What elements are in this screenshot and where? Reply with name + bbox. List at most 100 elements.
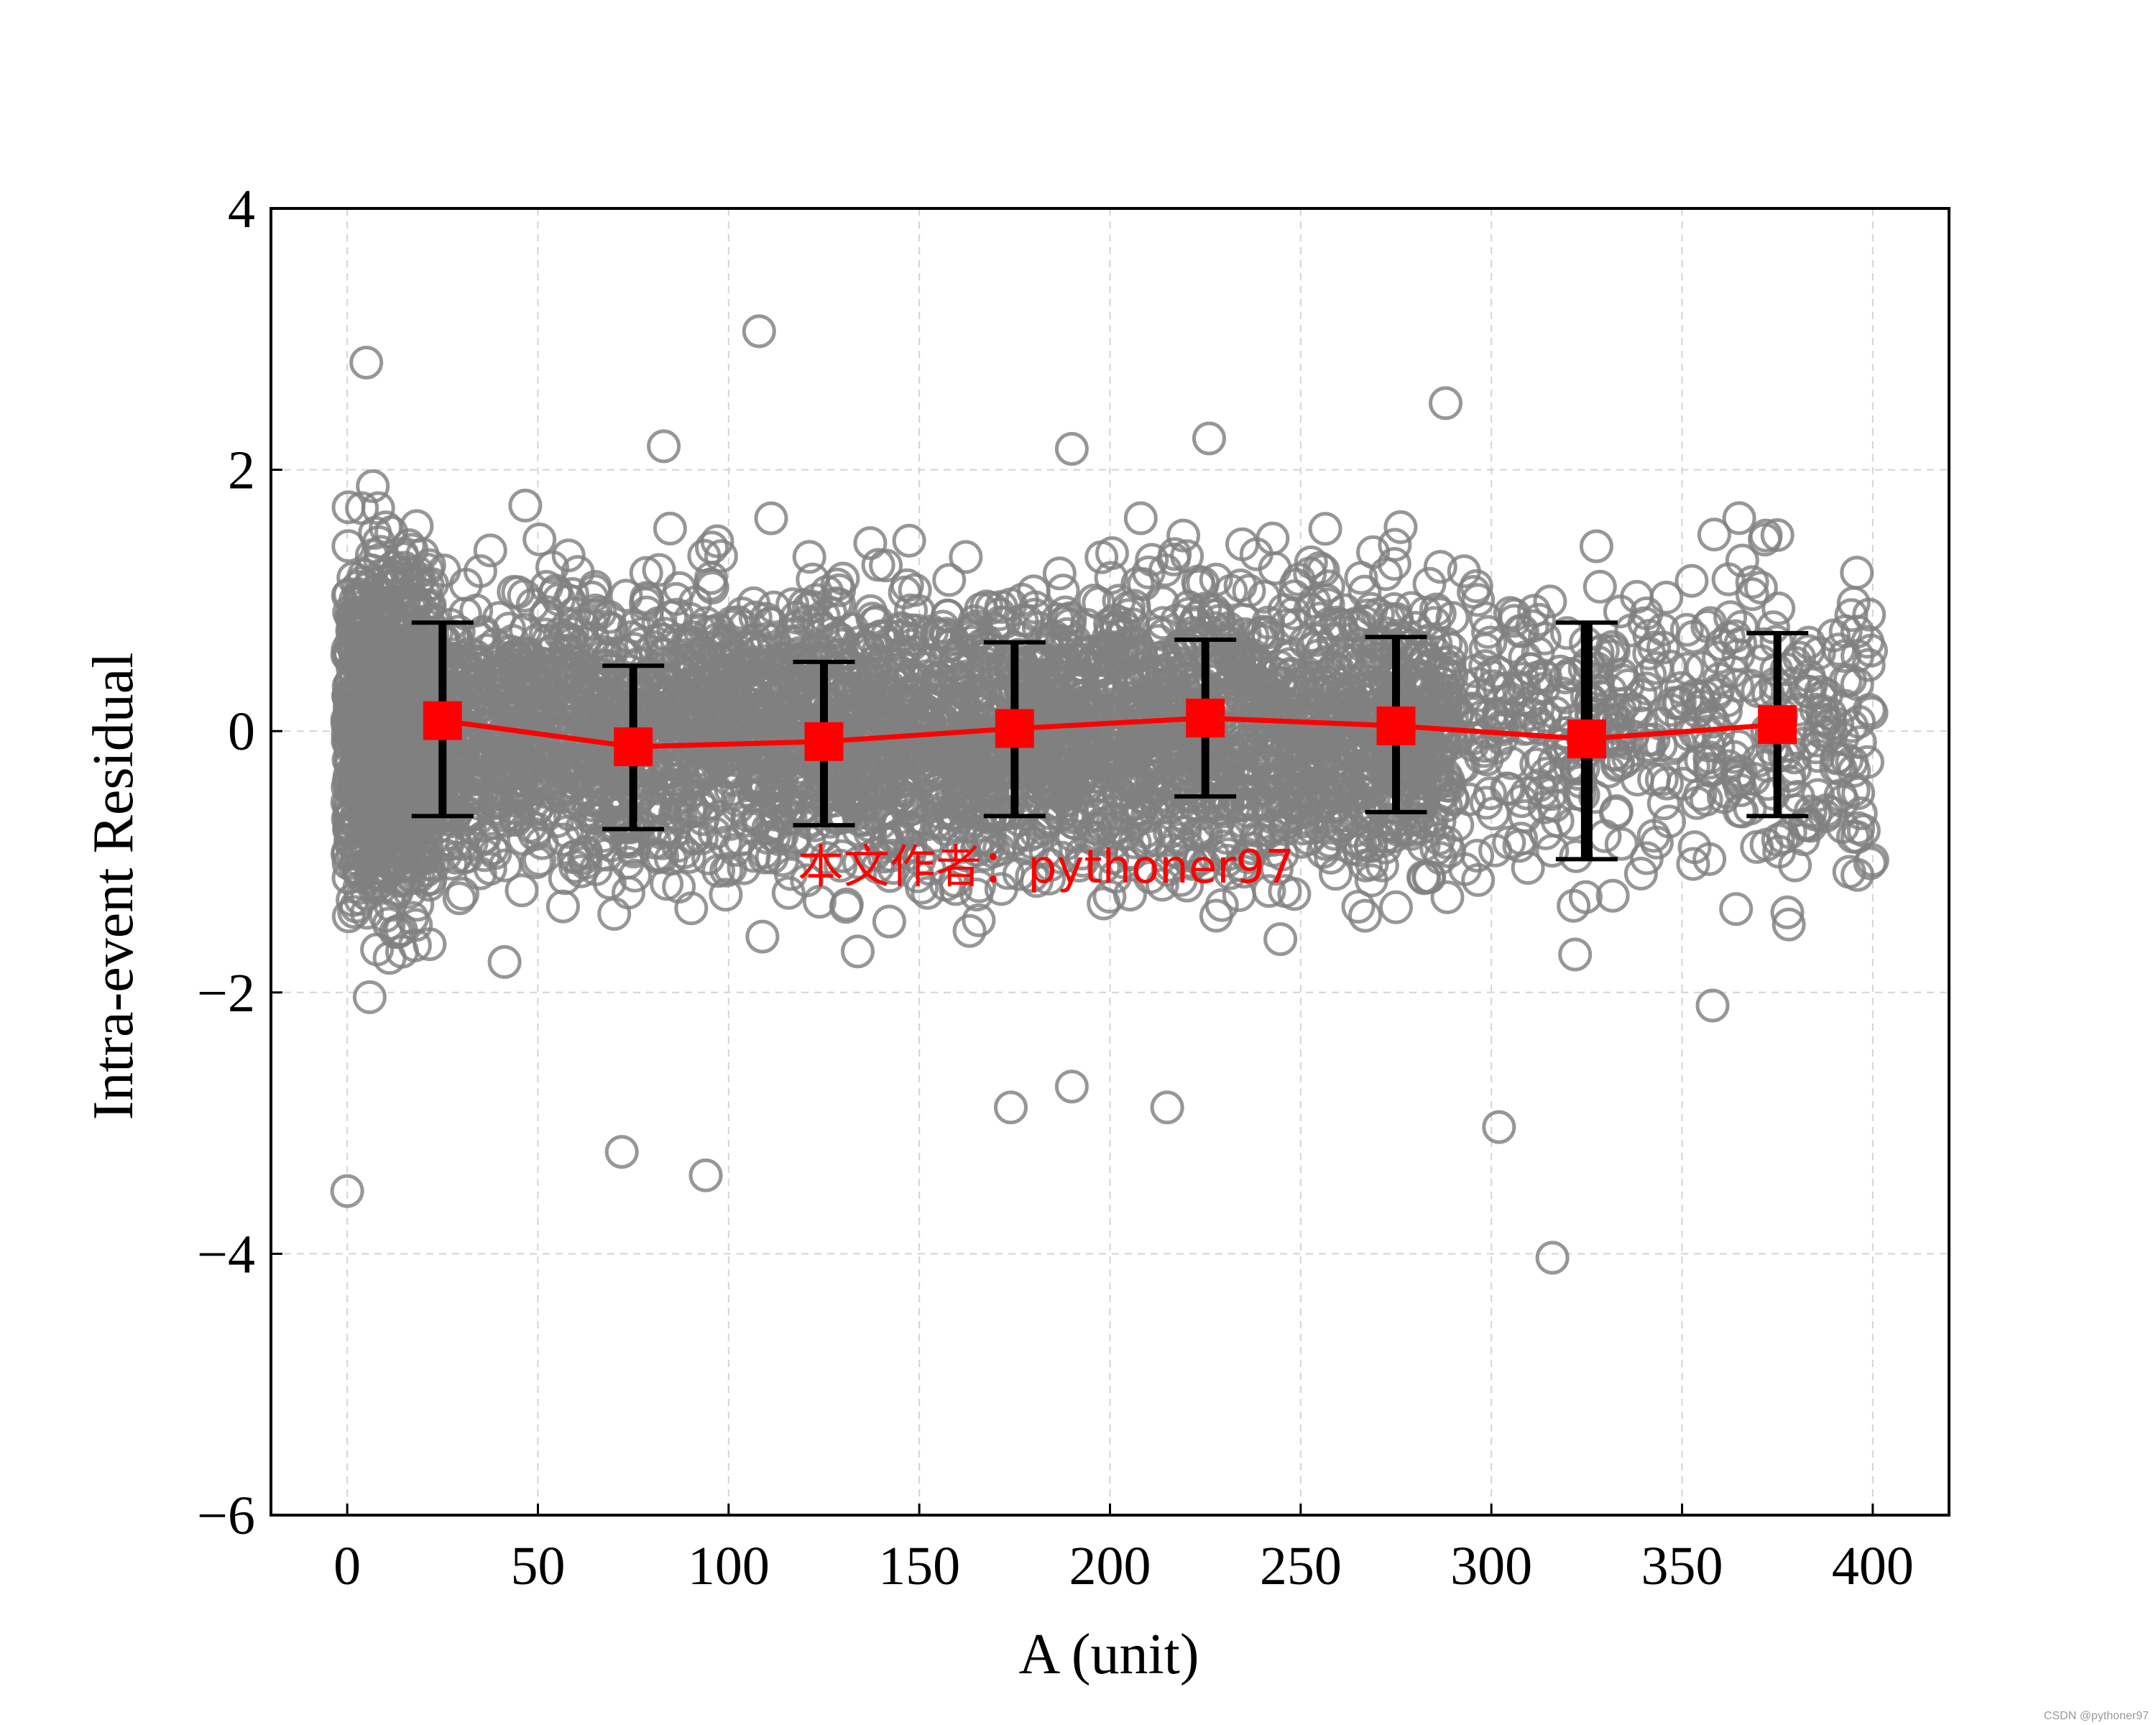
scatter-point (553, 765, 588, 800)
scatter-point (1423, 550, 1457, 584)
scatter-point (1135, 543, 1169, 577)
scatter-point (1133, 860, 1167, 894)
scatter-point (1388, 771, 1423, 806)
scatter-point (1473, 776, 1507, 811)
scatter-point (1319, 857, 1353, 891)
scatter-point (642, 553, 676, 587)
scatter-point (825, 839, 860, 873)
scatter-point (1227, 855, 1261, 889)
scatter-point (528, 617, 563, 652)
scatter-point (841, 934, 875, 969)
scatter-point (1793, 794, 1828, 829)
scatter-point (478, 836, 512, 870)
scatter-point (1644, 728, 1678, 763)
scatter-point (1834, 598, 1869, 632)
scatter-point (957, 745, 992, 779)
scatter-point (1127, 567, 1161, 602)
scatter-point (1448, 852, 1483, 886)
scatter-point (722, 693, 756, 727)
scatter-point (709, 878, 743, 912)
scatter-point (861, 548, 895, 582)
scatter-point (1225, 787, 1260, 822)
scatter-point (1684, 743, 1718, 778)
scatter-point (522, 523, 557, 556)
scatter-point (792, 540, 826, 574)
scatter-point (1676, 847, 1710, 881)
scatter-point (1128, 814, 1163, 849)
scatter-point (352, 980, 387, 1014)
scatter-point (1050, 827, 1084, 861)
scatter-point (1082, 586, 1116, 620)
scatter-point (747, 774, 782, 809)
scatter-point (473, 533, 507, 568)
scatter-point (618, 858, 652, 893)
scatter-point (1835, 709, 1869, 743)
scatter-point (1210, 787, 1245, 822)
scatter-point (612, 809, 646, 844)
scatter-point (1568, 880, 1603, 914)
scatter-point (1697, 518, 1731, 552)
scatter-point (872, 904, 906, 939)
scatter-point (1099, 612, 1133, 646)
scatter-point (1519, 747, 1554, 781)
scatter-point (1377, 547, 1411, 581)
scatter-point (356, 469, 390, 503)
scatter-point (1664, 671, 1698, 705)
scatter-point (791, 591, 826, 625)
scatter-point (1148, 642, 1182, 676)
scatter-point (1644, 707, 1678, 741)
scatter-point (1383, 510, 1418, 544)
scatter-point (819, 586, 853, 620)
scatter-point (951, 720, 985, 755)
scatter-point (1743, 571, 1778, 604)
scatter-point (629, 556, 663, 590)
scatter-point (505, 873, 539, 908)
scatter-point (387, 551, 422, 585)
scatter-point (1239, 537, 1273, 571)
scatter-point (508, 488, 543, 523)
scatter-point (888, 775, 923, 809)
scatter-point (1629, 671, 1664, 706)
scatter-point (453, 656, 487, 690)
scatter-point (551, 608, 586, 643)
scatter-point (1263, 922, 1298, 957)
scatter-point (826, 798, 861, 832)
scatter-point (355, 566, 390, 600)
scatter-point (707, 631, 742, 666)
scatter-point (446, 877, 479, 911)
scatter-point (1470, 742, 1504, 777)
scatter-point (1368, 819, 1403, 854)
scatter-point (1223, 569, 1258, 602)
scatter-point (1710, 684, 1744, 718)
scatter-point (331, 899, 366, 934)
scatter-point (617, 834, 651, 869)
scatter-point (1210, 844, 1244, 878)
scatter-point (1309, 583, 1344, 617)
scatter-point (1504, 784, 1539, 819)
scatter-point (1749, 518, 1783, 553)
scatter-point (990, 676, 1025, 711)
scatter-point (548, 861, 582, 896)
scatter-point (902, 643, 936, 677)
scatter-point (1281, 562, 1316, 597)
scatter-point (663, 801, 698, 835)
scatter-point (1693, 752, 1728, 786)
scatter-point (1296, 670, 1330, 704)
scatter-point (964, 822, 999, 855)
scatter-point (646, 622, 680, 657)
scatter-point (1146, 606, 1180, 640)
scatter-point (842, 625, 876, 660)
scatter-point (1156, 542, 1191, 576)
scatter-point (1676, 620, 1710, 654)
scatter-point (564, 854, 599, 888)
scatter-point (592, 599, 627, 634)
scatter-point (1317, 816, 1352, 851)
scatter-point (822, 573, 857, 607)
scatter-point (1225, 724, 1260, 758)
scatter-point (1514, 652, 1548, 686)
scatter-point (376, 842, 410, 877)
scatter-point (853, 526, 888, 561)
scatter-point (350, 896, 384, 930)
scatter-point (932, 563, 967, 597)
scatter-point (1636, 819, 1671, 853)
